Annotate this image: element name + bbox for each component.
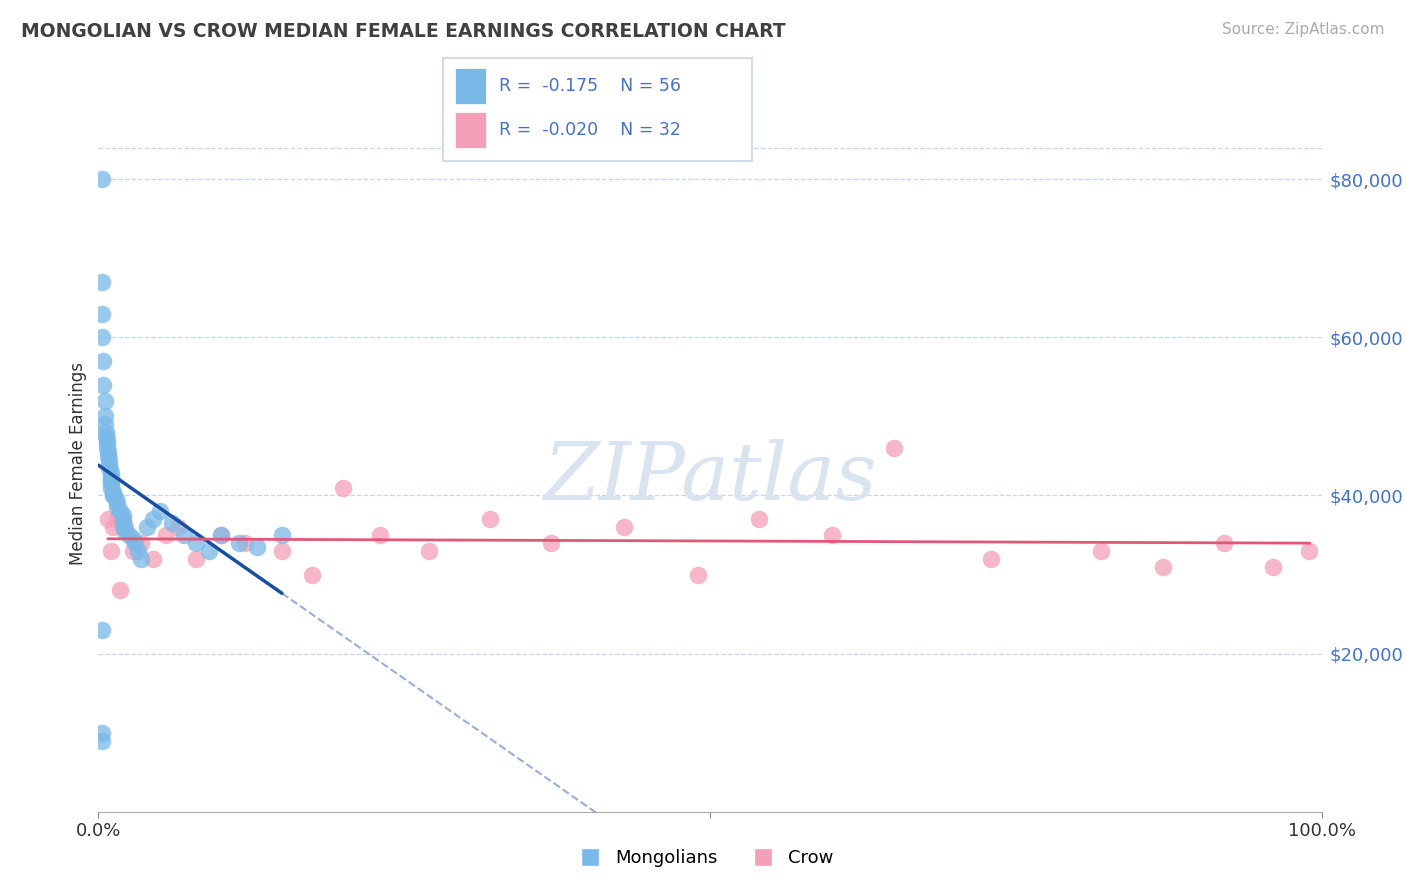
Point xyxy=(540,536,562,550)
Point xyxy=(270,528,294,542)
Point xyxy=(101,520,124,534)
Point xyxy=(209,528,232,542)
Point xyxy=(613,520,636,534)
Point xyxy=(173,528,195,542)
FancyBboxPatch shape xyxy=(443,58,752,161)
Point xyxy=(110,504,132,518)
Point xyxy=(368,528,391,542)
Point xyxy=(96,437,118,451)
Point xyxy=(821,528,844,542)
Point xyxy=(111,508,134,523)
Point xyxy=(127,544,149,558)
Point xyxy=(93,417,115,432)
Point xyxy=(149,504,172,518)
Point xyxy=(186,536,208,550)
Point xyxy=(105,512,128,526)
Point xyxy=(160,516,183,530)
Point xyxy=(91,354,114,368)
Point xyxy=(478,512,501,526)
Text: Source: ZipAtlas.com: Source: ZipAtlas.com xyxy=(1222,22,1385,37)
Point xyxy=(980,551,1002,566)
Point xyxy=(186,551,208,566)
Point xyxy=(100,473,122,487)
Point xyxy=(100,481,122,495)
Text: ZIPatlas: ZIPatlas xyxy=(543,439,877,516)
Point xyxy=(100,468,122,483)
Point xyxy=(129,551,152,566)
Point xyxy=(93,409,115,424)
Point xyxy=(97,512,120,526)
Point xyxy=(110,583,132,598)
Point xyxy=(118,528,141,542)
Point xyxy=(142,551,165,566)
Point xyxy=(91,377,114,392)
Point xyxy=(111,520,134,534)
Point xyxy=(121,532,143,546)
Point xyxy=(104,492,127,507)
Point xyxy=(124,536,146,550)
Point xyxy=(1261,559,1284,574)
Point xyxy=(97,445,120,459)
Point xyxy=(94,429,117,443)
Point xyxy=(91,725,114,739)
Point xyxy=(101,484,124,499)
Point xyxy=(91,733,114,747)
Point xyxy=(129,536,152,550)
Point xyxy=(418,544,440,558)
Point xyxy=(686,567,709,582)
Point xyxy=(1212,536,1234,550)
Point xyxy=(101,488,124,502)
Point xyxy=(332,481,354,495)
Point xyxy=(100,465,122,479)
Point xyxy=(100,473,122,487)
Point xyxy=(98,453,121,467)
Point xyxy=(748,512,770,526)
Point xyxy=(101,488,124,502)
Point xyxy=(94,425,117,440)
Point xyxy=(91,330,114,344)
Point xyxy=(883,441,905,455)
Text: R =  -0.175    N = 56: R = -0.175 N = 56 xyxy=(499,78,681,95)
Legend: Mongolians, Crow: Mongolians, Crow xyxy=(565,842,841,874)
Point xyxy=(209,528,232,542)
Point xyxy=(155,528,177,542)
Point xyxy=(100,544,122,558)
Point xyxy=(233,536,256,550)
Text: R =  -0.020    N = 32: R = -0.020 N = 32 xyxy=(499,121,681,139)
Point xyxy=(93,393,115,408)
Point xyxy=(98,457,121,471)
Point xyxy=(228,536,250,550)
Point xyxy=(111,516,134,530)
Bar xyxy=(456,69,486,104)
Point xyxy=(105,500,128,515)
Point xyxy=(167,520,190,534)
Point xyxy=(91,172,114,186)
Point xyxy=(114,520,136,534)
Point xyxy=(91,623,114,637)
Point xyxy=(1090,544,1112,558)
Point xyxy=(136,520,159,534)
Point xyxy=(114,524,136,538)
Point xyxy=(1152,559,1174,574)
Point xyxy=(91,275,114,289)
Y-axis label: Median Female Earnings: Median Female Earnings xyxy=(69,362,87,566)
Point xyxy=(97,449,120,463)
Text: MONGOLIAN VS CROW MEDIAN FEMALE EARNINGS CORRELATION CHART: MONGOLIAN VS CROW MEDIAN FEMALE EARNINGS… xyxy=(21,22,786,41)
Point xyxy=(246,540,269,554)
Point xyxy=(121,544,143,558)
Point xyxy=(270,544,294,558)
Point xyxy=(100,476,122,491)
Point xyxy=(111,512,134,526)
Bar xyxy=(456,112,486,148)
Point xyxy=(96,441,118,455)
Point xyxy=(197,544,219,558)
Point xyxy=(301,567,323,582)
Point xyxy=(142,512,165,526)
Point xyxy=(1298,544,1320,558)
Point xyxy=(91,307,114,321)
Point xyxy=(96,433,118,447)
Point xyxy=(98,460,121,475)
Point xyxy=(105,496,128,510)
